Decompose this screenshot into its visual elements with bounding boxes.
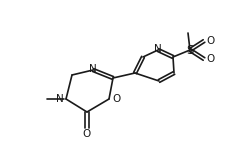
- Text: O: O: [205, 36, 213, 46]
- Text: N: N: [153, 44, 161, 54]
- Text: O: O: [205, 54, 213, 64]
- Text: O: O: [83, 129, 91, 139]
- Text: O: O: [112, 94, 120, 104]
- Text: N: N: [56, 94, 64, 104]
- Text: S: S: [185, 43, 193, 57]
- Text: N: N: [89, 64, 97, 74]
